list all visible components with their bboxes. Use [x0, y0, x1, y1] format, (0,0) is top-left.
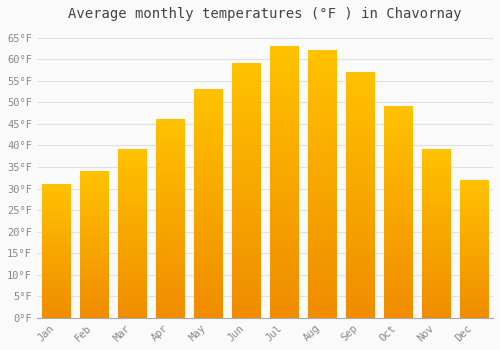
Title: Average monthly temperatures (°F ) in Chavornay: Average monthly temperatures (°F ) in Ch… — [68, 7, 462, 21]
